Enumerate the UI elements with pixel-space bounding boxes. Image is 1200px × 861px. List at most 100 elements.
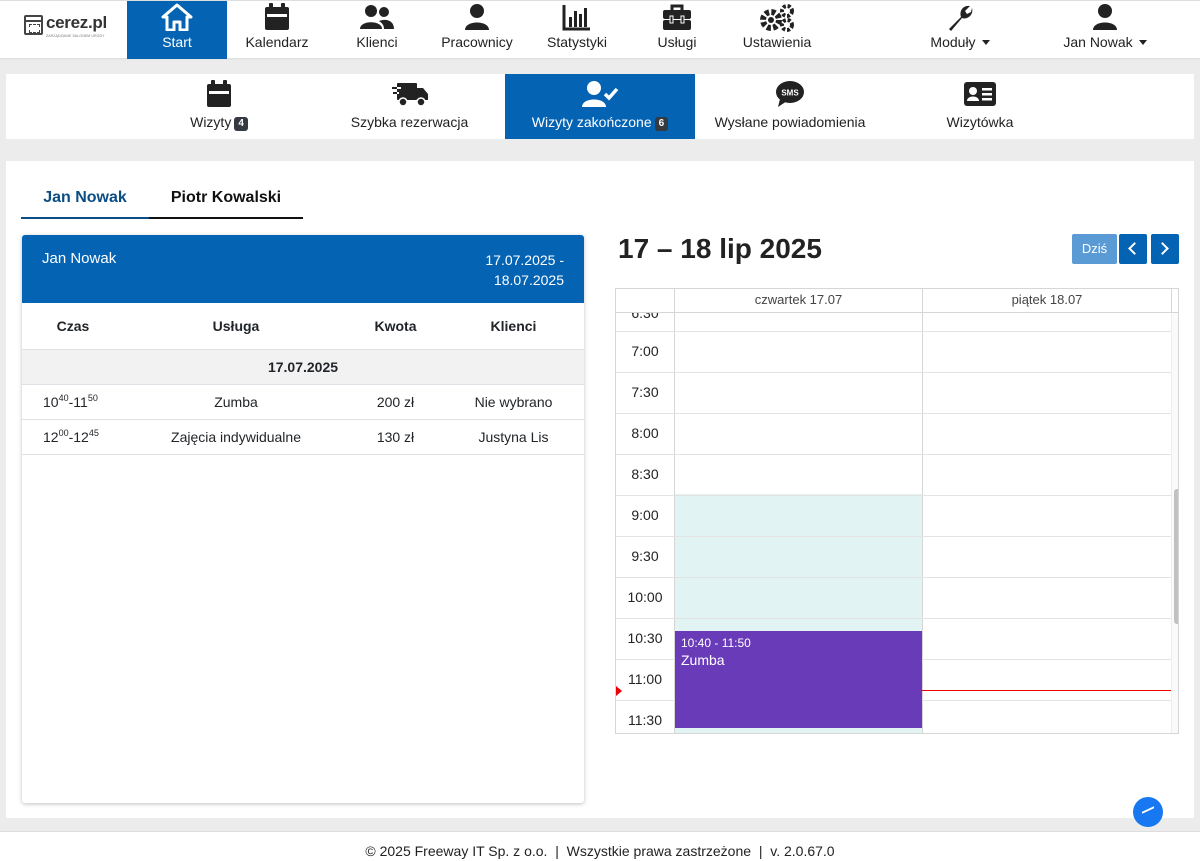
time-slot-line [616,331,1171,332]
nav-settings[interactable]: Ustawienia [727,1,827,59]
table-row[interactable]: 1040-1150 Zumba 200 zł Nie wybrano [22,385,584,420]
time-slot-line [616,454,1171,455]
visits-count-badge: 4 [234,117,248,131]
users-icon [360,5,394,29]
calendar-icon [265,3,289,30]
time-label: 8:00 [631,425,659,441]
col-amount[interactable]: Kwota [374,318,417,334]
tab-jan-nowak[interactable]: Jan Nowak [21,181,149,219]
user-check-icon [582,81,619,107]
tab-piotr-kowalski[interactable]: Piotr Kowalski [149,181,303,219]
visit-amount: 130 zł [376,429,415,445]
footer-copyright: © 2025 Freeway IT Sp. z o.o. [365,843,548,859]
visits-table: Czas Usługa Kwota Klienci 17.07.2025 104… [22,303,584,455]
visit-service: Zumba [214,394,258,410]
chevron-right-icon [1156,242,1169,255]
panel-employee-name: Jan Nowak [42,250,117,267]
app-logo[interactable]: cerez.pl ZARZĄDZANIE SALONEM URODY [24,13,114,43]
top-navbar: cerez.pl ZARZĄDZANIE SALONEM URODY Start… [0,0,1200,59]
nav-statistics[interactable]: Statystyki [537,1,617,59]
subnav-visits[interactable]: Wizyty 4 [164,74,274,139]
visit-service: Zajęcia indywidualne [171,429,301,445]
scrollbar-thumb[interactable] [1174,489,1178,624]
user-name: Jan Nowak [1063,34,1133,50]
svg-text:SMS: SMS [781,89,799,98]
footer-rights: Wszystkie prawa zastrzeżone [566,843,752,859]
time-slot-line [616,495,1171,496]
subnav-sent-notifications[interactable]: SMS Wysłane powiadomienia [700,74,880,139]
table-header: Czas Usługa Kwota Klienci [22,303,584,350]
nav-modules[interactable]: Moduły [910,1,1010,59]
visit-client: Justyna Lis [478,429,549,445]
home-icon [161,3,193,31]
nav-employees[interactable]: Pracownicy [432,1,522,59]
wrench-icon [949,5,973,31]
now-indicator-arrow [616,686,622,696]
prev-button[interactable] [1119,234,1147,264]
now-indicator-line [922,690,1171,691]
calendar-scrollbar[interactable] [1171,289,1178,733]
calendar-grid: czwartek 17.07 piątek 18.07 6:30 10:40 -… [615,288,1179,734]
finished-count-badge: 6 [654,117,669,131]
nav-start[interactable]: Start [127,1,227,59]
col-service[interactable]: Usługa [212,318,260,334]
user-icon [1093,4,1117,30]
modules-label: Moduły [930,34,976,50]
gears-icon [760,4,794,32]
nav-calendar[interactable]: Kalendarz [232,1,322,59]
time-slot-line [616,577,1171,578]
main-card: Jan Nowak Piotr Kowalski Jan Nowak 17.07… [6,161,1194,818]
date-group-row: 17.07.2025 [22,350,584,385]
visit-client: Nie wybrano [474,394,553,410]
subnav-finished-visits[interactable]: Wizyty zakończone 6 [505,74,695,139]
time-label: 11:30 [628,712,662,728]
id-card-icon [964,82,996,106]
logo-calendar-icon [24,15,43,35]
time-slot-line [616,536,1171,537]
chevron-left-icon [1128,242,1141,255]
nav-user-menu[interactable]: Jan Nowak [1045,1,1165,59]
visit-time: 1040-1150 [43,393,98,411]
messenger-chat-icon[interactable] [1133,797,1163,827]
calendar-time-grid[interactable]: 6:30 10:40 - 11:50 Zumba 7:00 7:30 8:00 8:3… [616,313,1178,733]
footer-version: v. 2.0.67.0 [770,843,835,859]
footer: © 2025 Freeway IT Sp. z o.o. | Wszystkie… [0,831,1200,861]
time-label: 7:00 [631,343,659,359]
subnav-visits-label: Wizyty [190,114,232,130]
chevron-down-icon [981,40,990,45]
calendar-icon [207,80,231,107]
time-label: 8:30 [631,466,659,482]
subnav-business-card[interactable]: Wizytówka [928,74,1032,139]
visits-summary-panel: Jan Nowak 17.07.2025 - 18.07.2025 Czas U… [22,235,584,803]
time-label: 11:00 [628,671,662,687]
day-header-thursday[interactable]: czwartek 17.07 [754,292,843,307]
sub-navbar: Wizyty 4 Szybka rezerwacja Wizyty zakończ… [6,74,1194,139]
chart-icon [562,5,590,31]
visit-amount: 200 zł [376,394,415,410]
visit-time: 1200-1245 [43,428,99,446]
col-clients[interactable]: Klienci [490,318,537,334]
time-label: 9:30 [631,548,659,564]
subnav-quick-booking[interactable]: Szybka rezerwacja [332,74,487,139]
chevron-down-icon [1138,40,1147,45]
user-icon [465,4,489,30]
nav-services[interactable]: Usługi [637,1,717,59]
next-button[interactable] [1151,234,1179,264]
panel-date-range: 17.07.2025 - 18.07.2025 [485,252,564,288]
subnav-finished-label: Wizyty zakończone [531,114,652,130]
time-label: 10:30 [627,630,663,646]
time-label: 9:00 [631,507,659,523]
panel-header: Jan Nowak 17.07.2025 - 18.07.2025 [22,235,584,303]
table-row[interactable]: 1200-1245 Zajęcia indywidualne 130 zł Ju… [22,420,584,455]
event-title: Zumba [681,652,725,668]
time-label: 7:30 [631,384,659,400]
time-slot-line [616,413,1171,414]
toolbox-icon [663,4,691,30]
today-button[interactable]: Dziś [1072,234,1117,264]
day-header-friday[interactable]: piątek 18.07 [1011,292,1083,307]
calendar-event[interactable]: 10:40 - 11:50 Zumba [675,631,922,728]
col-time[interactable]: Czas [56,318,90,334]
time-slot-line [616,618,1171,619]
time-label: 6:30 [631,313,659,321]
nav-clients[interactable]: Klienci [337,1,417,59]
